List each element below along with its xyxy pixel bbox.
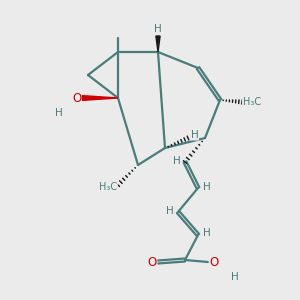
Text: H: H — [55, 107, 63, 118]
Text: H: H — [203, 229, 211, 238]
Text: H: H — [166, 206, 173, 215]
Text: H: H — [203, 182, 211, 191]
Text: O: O — [72, 92, 81, 104]
Text: O: O — [147, 256, 157, 268]
Text: H₃C: H₃C — [242, 97, 261, 107]
Text: H₃C: H₃C — [99, 182, 118, 191]
Text: H: H — [173, 155, 181, 166]
Polygon shape — [82, 96, 118, 100]
Text: H: H — [191, 130, 199, 140]
Text: H: H — [154, 24, 162, 34]
Text: H: H — [231, 272, 239, 281]
Text: O: O — [209, 256, 219, 268]
Polygon shape — [156, 36, 160, 52]
